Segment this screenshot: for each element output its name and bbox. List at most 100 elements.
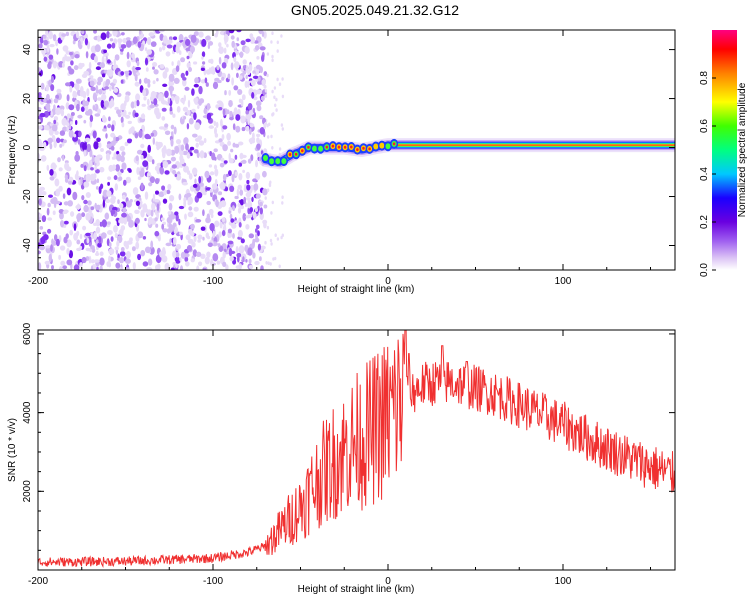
- noise-speckle: [104, 212, 110, 220]
- noise-speckle: [236, 188, 240, 197]
- noise-speckle: [152, 91, 157, 96]
- noise-speckle: [276, 40, 279, 45]
- noise-speckle: [40, 82, 45, 90]
- noise-speckle: [65, 82, 71, 87]
- noise-speckle: [174, 211, 179, 216]
- noise-speckle: [278, 264, 281, 269]
- noise-speckle: [274, 103, 277, 108]
- noise-speckle: [95, 169, 100, 174]
- noise-speckle: [258, 30, 263, 35]
- noise-speckle: [108, 255, 111, 263]
- signal-blob: [288, 153, 292, 156]
- noise-speckle: [117, 253, 120, 259]
- noise-speckle: [111, 84, 115, 90]
- noise-speckle: [76, 213, 82, 221]
- noise-speckle: [85, 173, 92, 182]
- noise-speckle: [67, 180, 73, 185]
- noise-speckle: [160, 217, 165, 221]
- noise-speckle: [201, 38, 207, 47]
- noise-speckle: [264, 94, 268, 98]
- noise-speckle: [170, 124, 175, 130]
- noise-speckle: [234, 171, 238, 177]
- noise-speckle: [94, 155, 100, 164]
- noise-speckle: [175, 260, 181, 264]
- noise-speckle: [141, 103, 146, 107]
- noise-speckle: [126, 39, 132, 48]
- noise-speckle: [176, 106, 181, 113]
- noise-speckle: [194, 77, 199, 84]
- noise-speckle: [260, 265, 264, 270]
- noise-speckle: [182, 150, 189, 156]
- noise-speckle: [100, 232, 107, 239]
- noise-speckle: [182, 181, 188, 186]
- noise-speckle: [255, 64, 262, 70]
- noise-speckle: [119, 251, 126, 257]
- noise-speckle: [211, 183, 218, 190]
- noise-speckle: [107, 221, 111, 225]
- noise-speckle: [255, 224, 260, 230]
- noise-speckle: [109, 85, 112, 92]
- noise-speckle: [206, 112, 212, 121]
- noise-speckle: [239, 51, 244, 58]
- noise-speckle: [48, 253, 52, 263]
- noise-speckle: [84, 100, 90, 107]
- noise-speckle: [109, 38, 114, 42]
- noise-speckle: [74, 83, 78, 89]
- noise-speckle: [138, 30, 142, 35]
- noise-speckle: [186, 245, 193, 252]
- noise-speckle: [227, 228, 232, 234]
- noise-speckle: [162, 198, 168, 204]
- noise-speckle: [46, 93, 50, 101]
- noise-speckle: [184, 256, 189, 263]
- noise-speckle: [221, 62, 227, 69]
- noise-speckle: [214, 220, 220, 228]
- noise-speckle: [281, 195, 284, 199]
- noise-speckle: [102, 199, 106, 208]
- noise-speckle: [62, 210, 68, 215]
- noise-speckle: [90, 259, 96, 264]
- noise-speckle: [203, 137, 207, 144]
- noise-speckle: [239, 189, 244, 196]
- noise-speckle: [254, 45, 260, 51]
- noise-speckle: [140, 167, 145, 175]
- noise-speckle: [85, 232, 91, 237]
- noise-speckle: [39, 37, 44, 44]
- noise-speckle: [162, 83, 168, 88]
- noise-speckle: [240, 238, 245, 244]
- noise-speckle: [119, 203, 124, 209]
- noise-speckle: [137, 231, 144, 239]
- noise-speckle: [249, 138, 253, 145]
- noise-speckle: [53, 119, 57, 125]
- noise-speckle: [276, 49, 279, 53]
- noise-speckle: [245, 197, 251, 201]
- noise-speckle: [161, 255, 168, 263]
- noise-speckle: [45, 103, 51, 110]
- noise-speckle: [263, 204, 268, 209]
- noise-speckle: [87, 200, 92, 206]
- noise-speckle: [237, 207, 242, 214]
- noise-speckle: [181, 158, 185, 165]
- noise-speckle: [90, 86, 96, 92]
- noise-speckle: [93, 30, 97, 34]
- noise-speckle: [144, 217, 147, 222]
- noise-speckle: [186, 123, 190, 130]
- noise-speckle: [110, 198, 116, 205]
- noise-speckle: [57, 157, 61, 163]
- noise-speckle: [110, 145, 115, 151]
- noise-speckle: [184, 86, 190, 91]
- snr-marks: [38, 330, 675, 568]
- noise-speckle: [174, 173, 178, 178]
- noise-speckle: [247, 103, 253, 111]
- noise-speckle: [98, 142, 102, 149]
- noise-speckle: [135, 155, 139, 162]
- noise-speckle: [114, 232, 118, 238]
- noise-speckle: [42, 35, 47, 39]
- noise-speckle: [49, 43, 55, 48]
- noise-speckle: [221, 230, 226, 237]
- noise-speckle: [55, 94, 59, 100]
- noise-speckle: [83, 204, 89, 213]
- noise-speckle: [72, 191, 78, 201]
- noise-speckle: [222, 125, 228, 130]
- noise-speckle: [199, 182, 204, 187]
- noise-speckle: [150, 132, 155, 137]
